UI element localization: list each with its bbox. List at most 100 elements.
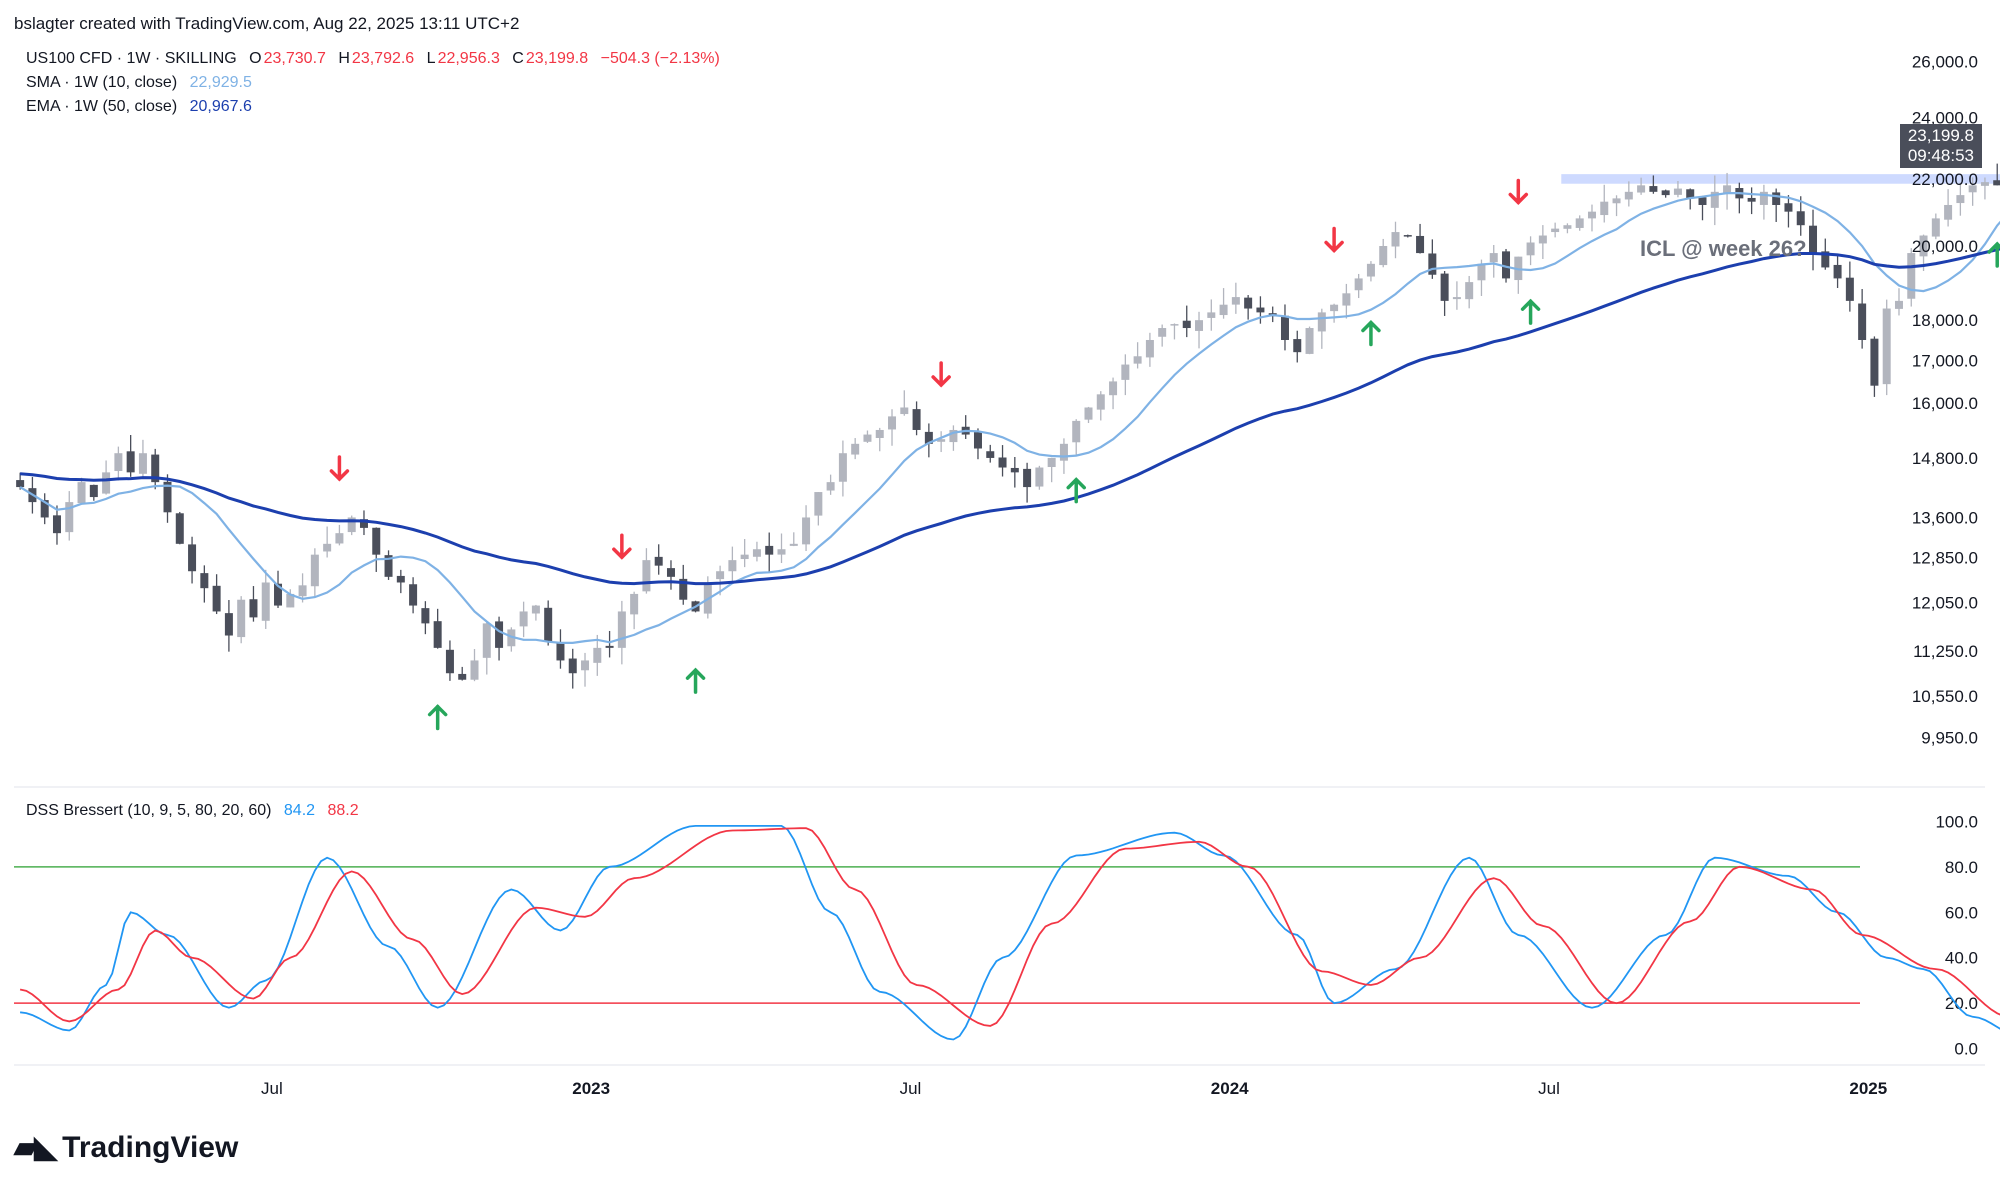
candle [789,532,798,547]
candle-body [1784,203,1793,212]
price-axis-tick: 10,550.0 [1912,687,1978,706]
candle [237,596,246,644]
candle-body [814,492,823,516]
candle [126,435,135,477]
candle [1305,326,1314,355]
candle [1514,256,1523,294]
up-arrow-icon [1066,477,1086,504]
up-arrow-shape [1987,241,2000,268]
symbol-label: US100 CFD · 1W · SKILLING [26,50,237,67]
candle [838,440,847,497]
candle-body [617,611,626,648]
candle-body [126,451,135,473]
candle [409,577,418,614]
candle [1035,465,1044,490]
candle-body [998,457,1007,468]
candle-body [1772,192,1781,205]
candle-body [605,645,614,648]
up-arrow-icon [685,667,706,694]
candle-body [568,658,577,674]
candle-body [421,608,430,624]
candle-body [1526,242,1535,256]
candle [1587,204,1596,232]
candle [1428,239,1437,279]
candle [1796,196,1805,236]
candle [679,564,688,605]
candle [1489,244,1498,278]
dss-legend[interactable]: DSS Bressert (10, 9, 5, 80, 20, 60) 84.2… [26,802,361,820]
candle-body [1219,304,1228,316]
candle [888,409,897,446]
resistance-zone [1561,174,2000,184]
candle-body [1342,293,1351,306]
candle-body [1391,232,1400,247]
candle-body [1858,303,1867,340]
candle-body [1133,356,1142,364]
candle-body [1637,185,1646,193]
candle-body [40,500,49,518]
candle [1416,223,1425,254]
candle-body [200,573,209,589]
candle [544,600,553,646]
symbol-legend[interactable]: US100 CFD · 1W · SKILLING O 23,730.7 H 23,… [26,50,722,68]
candle [384,550,393,580]
candle-body [1809,225,1818,254]
down-arrow-icon [931,361,951,388]
candle [445,640,454,681]
candle-body [298,585,307,597]
price-axis-tick: 26,000.0 [1912,52,1978,71]
candle-body [888,416,897,430]
candle [826,474,835,495]
candle-body [630,593,639,615]
candle [323,526,332,558]
candle-body [1096,394,1105,410]
up-arrow-shape [427,704,448,731]
candle-body [924,431,933,444]
candle [1858,289,1867,349]
candle-body [138,453,147,474]
candle-body [1624,191,1633,200]
candle [1047,457,1056,483]
candle-body [1170,324,1179,326]
candle-body [1551,228,1560,233]
candle [1993,163,2000,186]
candle-body [433,621,442,648]
down-arrow-icon [329,455,350,482]
candle [1710,175,1719,226]
chart-frame [14,786,1985,1066]
chart-credit: bslagter created with TradingView.com, A… [14,14,520,33]
candle [900,390,909,416]
candle-body [875,429,884,438]
tradingview-brand[interactable]: ▰◣ TradingView [14,1130,238,1165]
price-axis-tick: 14,800.0 [1912,449,1978,468]
candle-body [1158,328,1167,337]
candle-body [1280,315,1289,340]
price-axis-tick: 12,050.0 [1912,594,1978,613]
candle [998,445,1007,477]
candle [1207,299,1216,331]
candle [1096,391,1105,421]
candle-body [102,472,111,494]
sma-line [19,192,2000,644]
candle-body [310,554,319,587]
candle-body [1428,253,1437,275]
candle [1440,271,1449,316]
candle-body [1109,381,1118,396]
candle [765,532,774,572]
candle-body [16,480,25,488]
candle [138,439,147,477]
candle-body [728,560,737,572]
candle [851,438,860,460]
candle [1133,342,1142,369]
candle [666,560,675,590]
candle [1563,223,1572,234]
candle [249,586,258,622]
candle-body [1317,312,1326,332]
ema-legend[interactable]: EMA · 1W (50, close) 20,967.6 [26,98,254,116]
candle [581,652,590,687]
candle [924,423,933,458]
candle [151,448,160,490]
sma-legend[interactable]: SMA · 1W (10, close) 22,929.5 [26,74,254,92]
candle-body [765,545,774,555]
